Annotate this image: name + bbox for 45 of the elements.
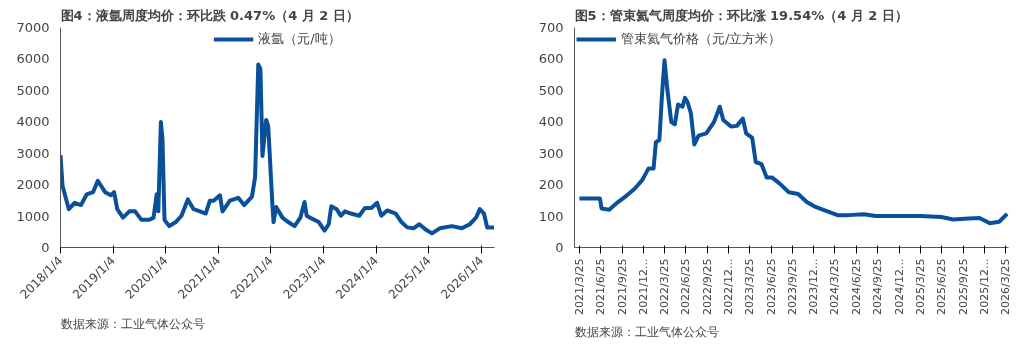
y-tick-label: 3000: [16, 145, 50, 161]
y-tick-label: 2000: [16, 177, 50, 193]
x-tick-label: 2024/3/25: [828, 258, 842, 315]
x-tick-label: 2024/9/25: [871, 258, 885, 315]
x-tick-label: 2021/12...: [637, 258, 651, 315]
x-tick-label: 2026/3/25: [998, 258, 1012, 315]
y-tick-label: 1000: [16, 208, 50, 224]
y-tick-label: 500: [538, 82, 564, 98]
x-tick-label: 2023/6/25: [764, 258, 778, 315]
y-tick-label: 0: [41, 240, 50, 255]
legend-label: 管束氦气价格（元/立方米）: [621, 30, 782, 48]
y-tick-label: 4000: [16, 114, 50, 130]
y-tick-label: 400: [538, 114, 564, 130]
chart-title: 图4：液氩周度均价：环比跌 0.47%（4 月 2 日）: [60, 7, 359, 23]
x-tick-label: 2022/6/25: [679, 258, 693, 315]
x-tick-label: 2022/12...: [722, 258, 736, 315]
chart-title: 图5：管束氦气周度均价：环比涨 19.54%（4 月 2 日）: [574, 7, 908, 23]
x-tick-label: 2021/9/25: [615, 258, 629, 315]
y-tick-label: 7000: [16, 20, 50, 35]
x-tick-label: 2024/6/25: [849, 258, 863, 315]
line-series: [577, 58, 1009, 226]
y-tick-label: 200: [538, 177, 564, 193]
y-tick-label: 300: [538, 145, 564, 161]
y-tick-label: 100: [538, 208, 564, 224]
y-tick-label: 6000: [16, 51, 50, 67]
y-tick-label: 0: [555, 240, 564, 255]
x-tick-label: 2025/6/25: [935, 258, 949, 315]
x-tick-label: 2023/9/25: [786, 258, 800, 315]
x-tick-label: 2022/9/25: [700, 258, 714, 315]
x-tick-label: 2023/3/25: [743, 258, 757, 315]
line-series: [60, 62, 495, 236]
source-note: 数据来源：工业气体公众号: [60, 316, 205, 331]
y-tick-label: 5000: [16, 82, 50, 98]
x-tick-label: 2025/9/25: [956, 258, 970, 315]
x-tick-label: 2023/12...: [807, 258, 821, 315]
x-tick-label: 2021/3/25: [572, 258, 586, 315]
x-tick-label: 2022/3/25: [658, 258, 672, 315]
source-note: 数据来源：工业气体公众号: [574, 324, 719, 339]
x-tick-label: 2021/6/25: [594, 258, 608, 315]
x-tick-label: 2024/12...: [892, 258, 906, 315]
y-tick-label: 600: [538, 51, 564, 67]
x-tick-label: 2025/3/25: [913, 258, 927, 315]
x-tick-label: 2025/12...: [977, 258, 991, 315]
y-tick-label: 700: [538, 20, 564, 35]
legend-label: 液氩（元/吨）: [258, 30, 341, 48]
